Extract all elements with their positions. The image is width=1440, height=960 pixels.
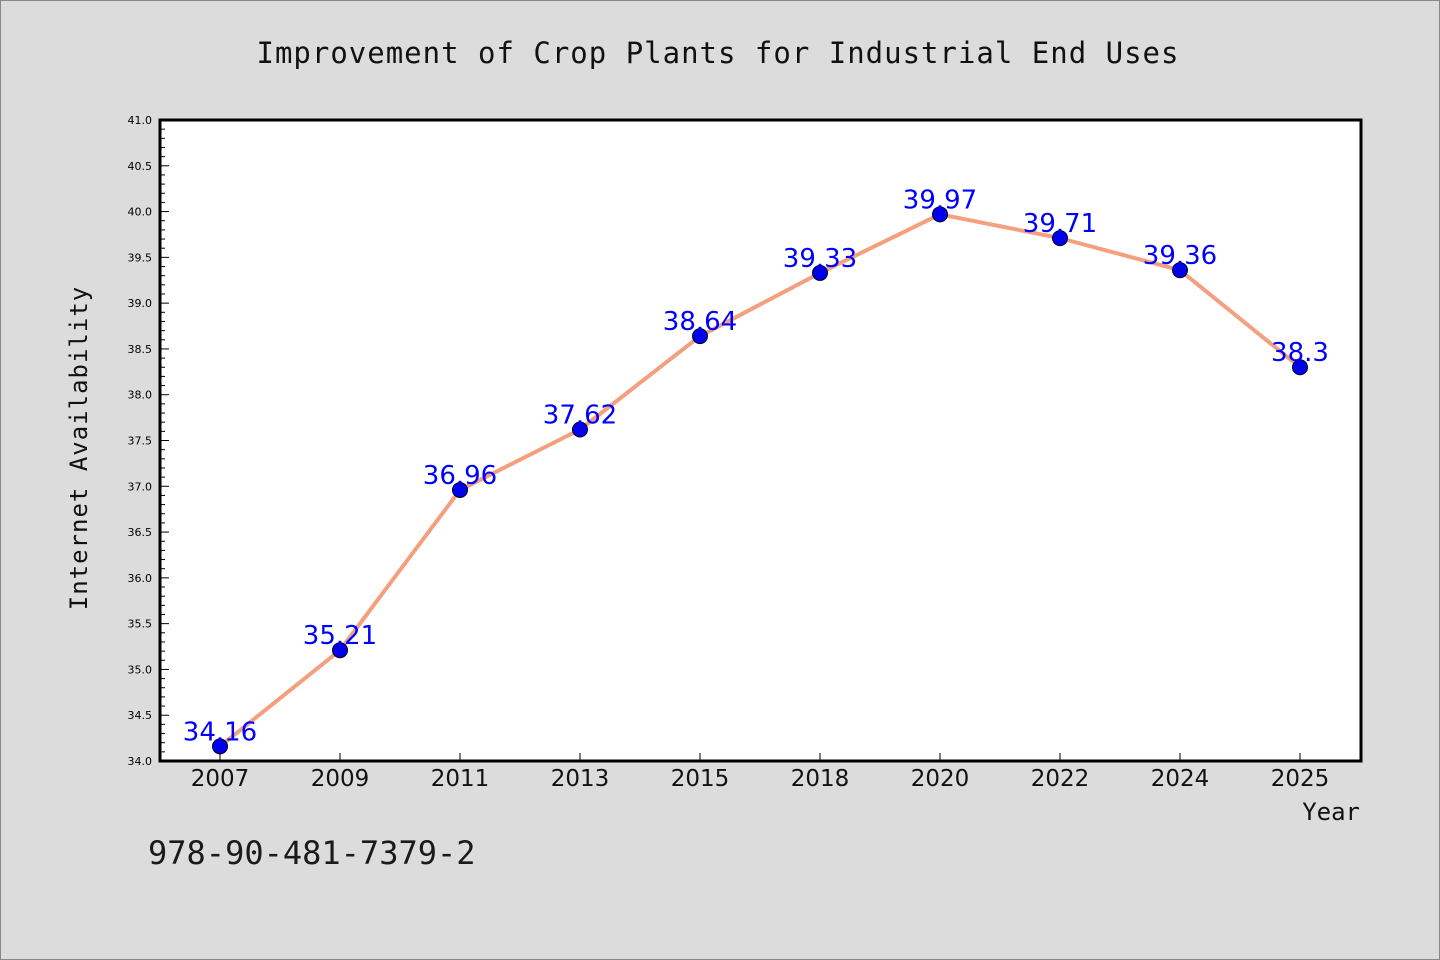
series-line (218, 212, 1302, 748)
data-label: 38.3 (1271, 338, 1329, 368)
y-tick-label: 36.0 (128, 572, 153, 585)
data-point (932, 206, 948, 223)
data-label: 39.71 (1023, 209, 1097, 239)
data-point (1292, 359, 1308, 376)
data-labels: 34.16 35.21 36.96 37.62 38.64 39.33 39.97 39.71… (183, 185, 1329, 747)
data-point (692, 328, 708, 345)
y-axis-label: Internet Availability (65, 286, 93, 610)
plot-area (158, 118, 1363, 763)
x-tick-label: 2013 (551, 766, 610, 792)
data-label: 36.96 (423, 461, 497, 491)
x-tick-label: 2015 (671, 766, 730, 792)
data-label: 39.97 (903, 185, 977, 215)
data-label: 39.36 (1143, 241, 1217, 271)
series-layer (212, 206, 1308, 755)
y-tick-label: 39.0 (128, 297, 153, 310)
x-tick-label: 2022 (1031, 766, 1090, 792)
data-point (212, 738, 228, 755)
data-point (1172, 262, 1188, 279)
y-tick-label: 37.5 (128, 435, 153, 448)
data-point (452, 481, 468, 498)
x-tick-label: 2007 (191, 766, 250, 792)
isbn-text: 978-90-481-7379-2 (148, 834, 476, 872)
x-tick-label: 2009 (311, 766, 370, 792)
data-label: 35.21 (303, 621, 377, 651)
y-tick-label: 35.5 (128, 618, 153, 631)
y-tick-label: 41.0 (128, 114, 153, 127)
y-tick-label: 40.5 (128, 160, 153, 173)
x-tick-label: 2024 (1151, 766, 1210, 792)
data-point (1052, 230, 1068, 247)
data-label: 37.62 (543, 401, 617, 431)
data-point (812, 264, 828, 281)
data-label: 38.64 (663, 307, 737, 337)
x-axis: 2007 2009 2011 2013 2015 2018 2020 2022 2024 2025 (191, 753, 1330, 792)
x-tick-label: 2020 (911, 766, 970, 792)
data-point (572, 421, 588, 438)
y-tick-label: 40.0 (128, 206, 153, 219)
y-tick-label: 36.5 (128, 526, 153, 539)
y-tick-label: 35.0 (128, 663, 153, 676)
y-tick-label: 38.5 (128, 343, 153, 356)
data-label: 39.33 (783, 244, 857, 274)
y-tick-label: 38.0 (128, 389, 153, 402)
y-tick-label: 34.5 (128, 709, 153, 722)
x-tick-label: 2011 (431, 766, 490, 792)
chart-title: Improvement of Crop Plants for Industria… (257, 36, 1180, 70)
x-axis-label: Year (1302, 798, 1360, 826)
x-tick-label: 2018 (791, 766, 850, 792)
y-tick-label: 39.5 (128, 251, 153, 264)
data-point (332, 642, 348, 659)
y-tick-label: 34.0 (128, 755, 153, 768)
x-tick-label: 2025 (1271, 766, 1330, 792)
y-tick-label: 37.0 (128, 480, 153, 493)
data-label: 34.16 (183, 717, 257, 747)
y-axis: 34.0 34.5 35.0 35.5 36.0 36.5 37.0 37.5 38.0 38.5… (128, 114, 169, 768)
